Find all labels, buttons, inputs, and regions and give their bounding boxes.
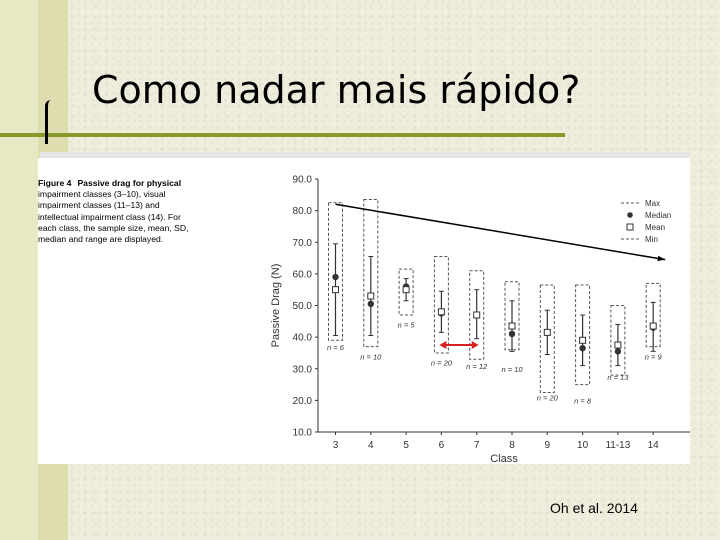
- x-tick-label: 4: [368, 440, 374, 451]
- legend-swatch-mean: [626, 223, 634, 231]
- range-box: [575, 284, 591, 386]
- range-box: [328, 202, 343, 341]
- legend-label: Min: [645, 235, 658, 244]
- y-tick-label: 50.0: [293, 301, 313, 312]
- range-box: [398, 268, 414, 316]
- y-tick-label: 30.0: [293, 364, 313, 375]
- range-box: [539, 284, 555, 393]
- mean-marker: [508, 322, 516, 330]
- median-marker: [508, 330, 516, 338]
- median-marker: [332, 273, 339, 281]
- passive-drag-chart: 10.0 20.0 30.0 40.0 50.0 60.0 70.0 80.0 90.0 Pass…: [270, 175, 690, 464]
- mean-marker: [543, 328, 551, 336]
- y-tick-label: 60.0: [293, 269, 313, 280]
- x-tick-label: 8: [509, 440, 515, 451]
- figure-caption-title: Passive drag for physical: [77, 178, 182, 188]
- median-marker: [614, 348, 622, 355]
- legend-label: Median: [645, 211, 671, 220]
- mean-marker: [332, 286, 339, 294]
- legend-label: Max: [645, 199, 660, 208]
- sample-size-label: n = 20: [431, 359, 453, 368]
- y-tick-label: 10.0: [293, 428, 313, 439]
- y-tick-label: 90.0: [293, 175, 313, 186]
- x-tick-label: 7: [474, 440, 480, 451]
- figure-caption: Figure 4 Passive drag for physical impair…: [38, 178, 198, 245]
- sample-size-label: n = 13: [607, 373, 629, 382]
- x-tick-label: 11-13: [605, 440, 630, 451]
- sample-size-label: n = 20: [537, 393, 559, 402]
- mean-marker: [579, 336, 587, 344]
- median-marker: [367, 300, 374, 308]
- x-tick-label: 14: [648, 440, 660, 451]
- title-underline: [0, 133, 565, 137]
- legend-swatch-median: [627, 212, 633, 218]
- left-decor-bar-inner: [0, 0, 38, 540]
- x-tick-label: 10: [577, 440, 589, 451]
- range-arrow-head-right: [471, 341, 479, 350]
- range-box: [469, 270, 485, 360]
- x-axis-label: Class: [490, 453, 518, 464]
- mean-marker: [649, 322, 657, 330]
- mean-marker: [367, 292, 375, 300]
- mean-marker: [614, 341, 622, 349]
- y-axis-label: Passive Drag (N): [270, 264, 282, 348]
- trend-arrow-line: [335, 203, 666, 261]
- mean-marker: [402, 286, 410, 294]
- trend-arrow-head: [657, 255, 666, 262]
- mean-marker: [437, 308, 445, 316]
- range-arrow-head-left: [439, 341, 447, 350]
- sample-size-label: n = 10: [360, 352, 382, 361]
- sample-size-label: n = 10: [501, 365, 523, 374]
- range-box: [504, 281, 520, 351]
- sample-size-label: n = 9: [645, 352, 663, 361]
- sample-size-label: n = 5: [398, 321, 416, 330]
- median-marker: [579, 344, 586, 352]
- y-tick-label: 70.0: [293, 238, 313, 249]
- range-box: [610, 305, 626, 376]
- title-bracket-mark: [45, 100, 52, 144]
- range-box: [363, 199, 379, 348]
- y-tick-label: 20.0: [293, 396, 313, 407]
- range-box: [645, 282, 661, 348]
- figure-panel: Figure 4 Passive drag for physical impair…: [38, 158, 690, 464]
- mean-marker: [473, 311, 481, 319]
- y-tick-label: 80.0: [293, 206, 313, 217]
- x-tick-label: 3: [333, 440, 339, 451]
- figure-top-edge: [40, 152, 690, 158]
- figure-caption-body: impairment classes (3–10), visual impair…: [38, 189, 189, 245]
- figure-label: Figure 4: [38, 178, 72, 188]
- x-tick-label: 5: [403, 440, 409, 451]
- y-tick-label: 40.0: [293, 333, 313, 344]
- x-tick-label: 6: [439, 440, 445, 451]
- legend-label: Mean: [645, 223, 665, 232]
- slide-title: Como nadar mais rápido?: [92, 68, 581, 112]
- range-box: [433, 255, 449, 354]
- citation: Oh et al. 2014: [550, 500, 638, 516]
- sample-size-label: n = 12: [466, 362, 488, 371]
- sample-size-label: n = 6: [327, 343, 345, 352]
- sample-size-label: n = 8: [574, 397, 592, 406]
- x-tick-label: 9: [545, 440, 551, 451]
